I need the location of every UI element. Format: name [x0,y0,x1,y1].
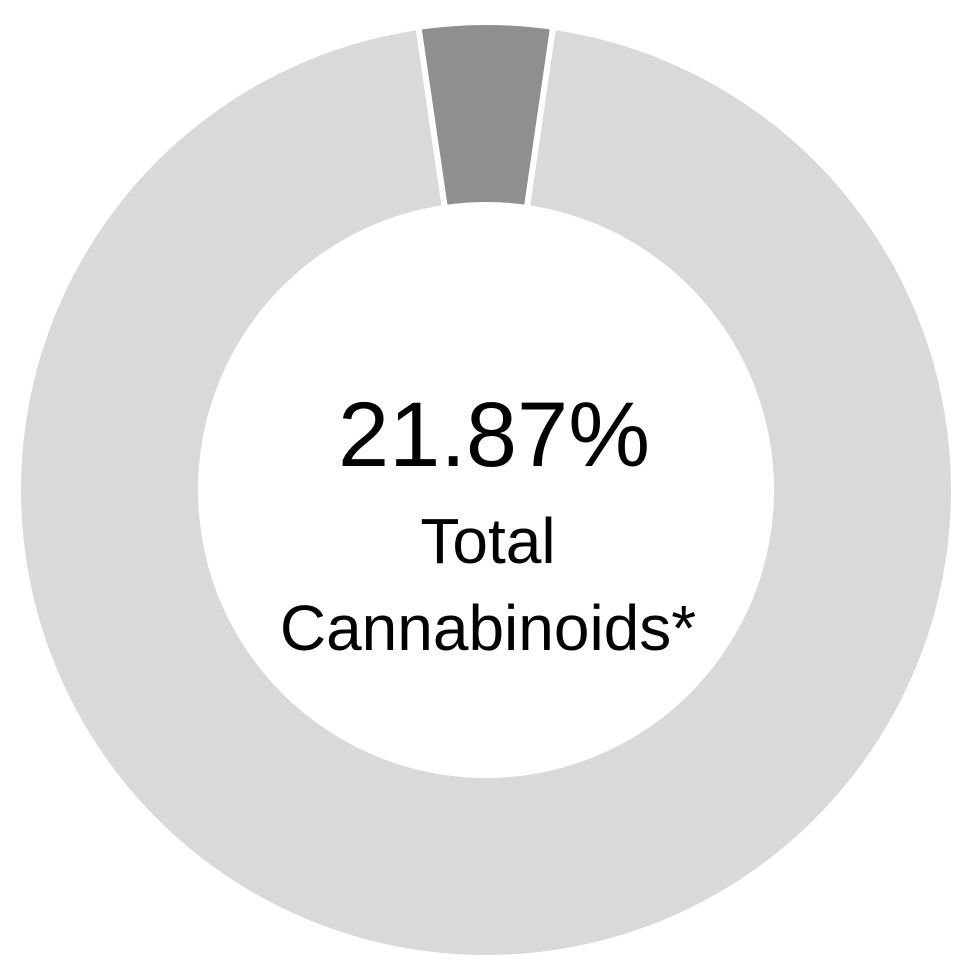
center-label-line-2: Cannabinoids* [280,592,696,664]
donut-slices [15,19,954,961]
donut-slice-2 [15,23,954,961]
center-label-line-1: Total [420,505,555,577]
center-value: 21.87% [338,384,650,486]
